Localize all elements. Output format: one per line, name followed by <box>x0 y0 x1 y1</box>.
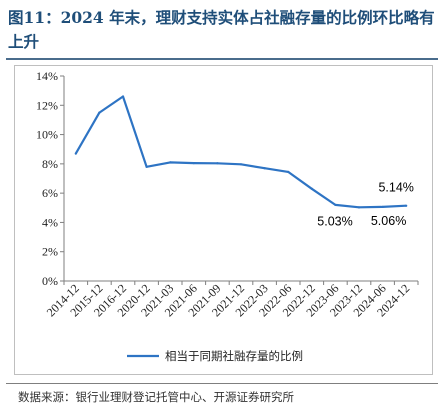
series-line <box>74 95 407 209</box>
y-tick-label: 12% <box>36 98 58 112</box>
data-label: 5.03% <box>317 214 352 228</box>
line-chart: 0%2%4%6%8%10%12%14%2014-122015-122016-12… <box>36 69 419 363</box>
y-tick-label: 6% <box>42 186 58 200</box>
data-point <box>74 152 77 155</box>
data-label: 5.14% <box>378 181 413 195</box>
data-point <box>145 165 148 168</box>
y-tick-label: 14% <box>36 69 58 83</box>
data-label: 5.06% <box>371 214 406 228</box>
data-point <box>405 204 408 207</box>
y-tick-label: 10% <box>36 128 58 142</box>
y-tick-label: 2% <box>42 245 58 259</box>
source-note: 数据来源：银行业理财登记托管中心、开源证券研究所 <box>18 390 294 404</box>
source-divider <box>6 383 438 384</box>
figure-title: 图11：2024 年末，理财支持实体占社融存量的比例环比略有上升 <box>8 8 435 51</box>
data-point <box>287 170 290 174</box>
data-point <box>121 95 125 98</box>
data-point <box>334 203 337 206</box>
data-point <box>381 205 384 209</box>
data-point <box>310 187 313 190</box>
data-point <box>98 111 101 114</box>
data-point <box>169 161 172 164</box>
y-tick-label: 4% <box>42 215 58 229</box>
chart-frame: 0% 2% 4% 6% 8% 10% 12% 14% 2014-12 2015-12 2016-12… <box>14 65 433 375</box>
data-point <box>239 163 243 166</box>
data-point <box>192 162 195 165</box>
data-point <box>357 206 361 209</box>
title-divider <box>6 58 438 60</box>
data-point <box>216 162 219 165</box>
data-point <box>263 167 266 170</box>
legend-label: 相当于同期社融存量的比例 <box>165 349 303 363</box>
y-tick-label: 8% <box>42 157 58 171</box>
y-tick-label: 0% <box>42 274 58 288</box>
